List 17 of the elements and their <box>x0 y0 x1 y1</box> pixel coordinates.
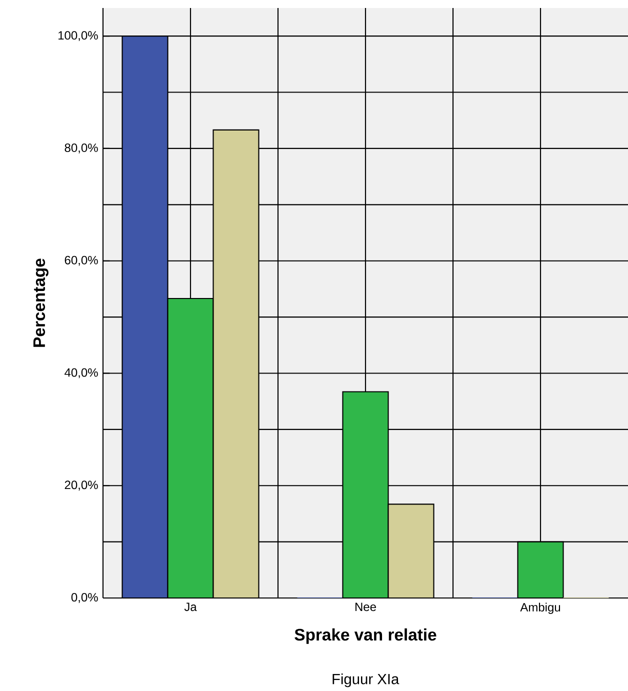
y-tick-label: 40,0% <box>64 368 98 378</box>
x-axis-title: Sprake van relatie <box>294 628 436 644</box>
bar <box>342 391 389 598</box>
y-axis-title: Percentage <box>33 258 48 347</box>
y-tick-label: 60,0% <box>64 256 98 266</box>
y-tick-label: 20,0% <box>64 480 98 491</box>
x-tick-label: Ja <box>184 602 197 612</box>
bar <box>167 298 214 598</box>
bar <box>212 129 260 598</box>
y-tick-label: 100,0% <box>58 31 98 42</box>
bar <box>517 541 564 598</box>
text: Figuur XIa <box>332 674 400 688</box>
bar <box>388 504 434 598</box>
x-tick-label: Nee <box>355 602 376 612</box>
y-tick-label: 80,0% <box>64 144 98 154</box>
x-tick-label: Ambigu <box>520 602 560 614</box>
y-tick-label: 0,0% <box>71 593 98 603</box>
